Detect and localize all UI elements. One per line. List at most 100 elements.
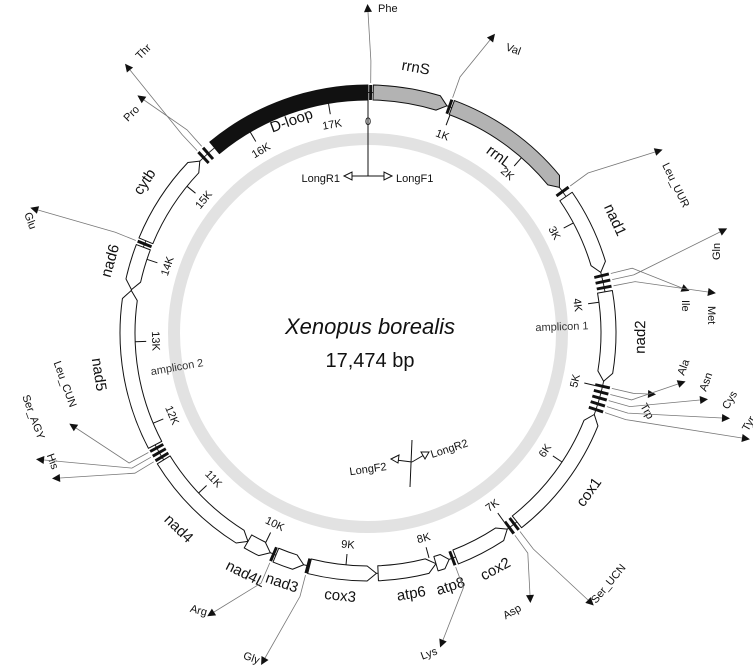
- gene-label-cox3: cox3: [324, 586, 357, 606]
- tick-mark: [345, 553, 348, 566]
- tick-label: 13K: [149, 331, 162, 352]
- trna-callout-his: [59, 461, 154, 479]
- gene-label-nad4: nad4: [161, 511, 197, 546]
- trna-callout-ser-ucn: [519, 531, 589, 601]
- trna-arrow-asn: [699, 396, 708, 404]
- trna-arrow-leu-cun: [69, 423, 79, 432]
- trna-mark-gly: [304, 558, 312, 574]
- trna-mark-trp: [594, 383, 611, 390]
- trna-callout-ala: [610, 383, 679, 401]
- trna-callout-pro: [143, 99, 202, 147]
- tick-mark: [265, 532, 272, 543]
- trna-label-met: Met: [705, 306, 717, 324]
- gene-label-nad2: nad2: [632, 320, 650, 354]
- species-name: Xenopus borealis: [284, 314, 455, 339]
- tick-mark: [563, 222, 574, 229]
- trna-mark-cys: [590, 400, 606, 408]
- trna-mark-ser-agy: [152, 447, 167, 458]
- trna-callout-gln: [612, 231, 721, 280]
- trna-label-pro: Pro: [122, 104, 143, 125]
- tick-label: 3K: [545, 225, 562, 243]
- trna-mark-arg: [269, 546, 278, 562]
- trna-mark-phe: [369, 85, 373, 100]
- gene-label-cox2: cox2: [478, 554, 514, 584]
- trna-label-ile: Ile: [679, 300, 691, 312]
- tick-label: 8K: [416, 531, 433, 546]
- gene-label-nad3: nad3: [263, 570, 300, 597]
- trna-callout-lys: [442, 566, 464, 641]
- gene-nad4l: [243, 534, 271, 557]
- tick-mark: [513, 157, 522, 167]
- primer-arrowhead-longf1: [383, 171, 394, 181]
- trna-mark-pro: [201, 146, 215, 160]
- trna-callout-tyr: [604, 412, 743, 439]
- trna-label-glu: Glu: [21, 211, 38, 231]
- trna-label-leu-uur: Leu_UUR: [659, 161, 691, 210]
- tick-mark: [328, 103, 331, 115]
- trna-callout-phe: [367, 11, 372, 84]
- trna-callout-leu-cun: [75, 427, 149, 464]
- tick-mark: [153, 418, 164, 424]
- gene-label-nad5: nad5: [88, 357, 110, 393]
- tick-label: 16K: [250, 141, 274, 162]
- tick-mark: [146, 258, 158, 264]
- trna-mark-ser-ucn: [508, 517, 520, 531]
- trna-mark-leu-cun: [149, 443, 164, 453]
- trna-mark-met: [596, 284, 612, 291]
- primer-longf2: LongF2: [349, 461, 388, 478]
- trna-mark-tyr: [588, 405, 604, 414]
- gene-nad6: [125, 244, 151, 291]
- tick-label: 1K: [434, 128, 451, 144]
- primer-longr1: LongR1: [301, 173, 340, 185]
- primer-arrowhead-longf2: [389, 454, 400, 464]
- trna-arrow-cys: [721, 414, 730, 422]
- primer-junction-line-2: [409, 439, 413, 488]
- gene-d-loop: [209, 84, 369, 155]
- gene-nad3: [272, 547, 305, 570]
- tick-mark: [552, 455, 563, 463]
- trna-label-thr: Thr: [134, 42, 154, 62]
- trna-arrow-thr: [125, 63, 134, 73]
- trna-label-val: Val: [504, 42, 522, 58]
- primer-arrowhead-longr1: [342, 171, 353, 181]
- gene-cytb: [138, 160, 201, 245]
- trna-label-gly: Gly: [241, 650, 261, 667]
- primer-longf1: LongF1: [396, 173, 433, 185]
- amplicon-label: amplicon 1: [535, 320, 589, 334]
- trna-arrow-tyr: [741, 434, 750, 442]
- gene-label-cox1: cox1: [573, 474, 605, 510]
- trna-label-asn: Asn: [698, 371, 716, 393]
- gene-nad2: [597, 290, 617, 382]
- trna-callout-arg: [213, 562, 271, 613]
- gene-nad1: [559, 191, 606, 273]
- trna-callout-ile: [610, 267, 683, 289]
- trna-callout-ser-agy: [43, 456, 152, 469]
- trna-callout-trp: [611, 388, 649, 395]
- trna-arrow-val: [486, 33, 495, 43]
- gene-cox2: [452, 527, 508, 565]
- trna-label-ser-ucn: Ser_UCN: [589, 562, 628, 606]
- trna-callout-met: [613, 281, 709, 293]
- trna-callout-thr: [129, 69, 198, 151]
- trna-label-gln: Gln: [711, 243, 723, 260]
- primer-longr2: LongR2: [429, 438, 469, 461]
- gene-rrnl: [448, 100, 560, 188]
- tick-label: 11K: [202, 468, 224, 490]
- trna-label-leu-cun: Leu_CUN: [51, 360, 79, 410]
- gene-nad4: [156, 455, 249, 544]
- trna-arrow-trp: [647, 390, 656, 398]
- trna-mark-lys: [448, 550, 457, 566]
- tick-mark: [588, 301, 600, 305]
- tick-mark: [198, 485, 207, 494]
- trna-arrow-arg: [207, 608, 217, 617]
- trna-arrow-gln: [718, 228, 728, 236]
- gene-cox3: [307, 558, 377, 582]
- gene-label-cytb: cytb: [130, 166, 160, 198]
- trna-mark-val: [445, 99, 454, 115]
- trna-arrow-ile: [680, 284, 690, 292]
- trna-mark-leu-uur: [555, 185, 570, 198]
- trna-callout-cys: [606, 406, 723, 419]
- gene-label-nad4l: nad4L: [223, 557, 268, 591]
- trna-arrow-asp: [526, 594, 534, 603]
